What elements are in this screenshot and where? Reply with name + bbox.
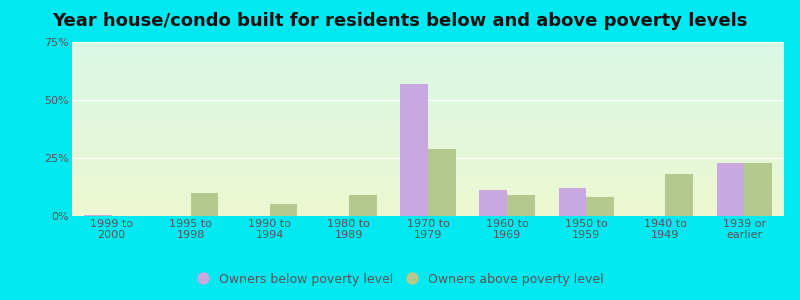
Bar [349, 195, 377, 216]
Bar [717, 163, 745, 216]
Bar [745, 163, 772, 216]
Text: Year house/condo built for residents below and above poverty levels: Year house/condo built for residents bel… [52, 12, 748, 30]
Bar [507, 195, 534, 216]
Bar [428, 149, 456, 216]
Bar [558, 188, 586, 216]
Bar [666, 174, 693, 216]
Bar [190, 193, 218, 216]
Bar [400, 84, 428, 216]
Bar [479, 190, 507, 216]
Legend: Owners below poverty level, Owners above poverty level: Owners below poverty level, Owners above… [191, 268, 609, 291]
Bar [84, 215, 111, 216]
Bar [270, 204, 298, 216]
Bar [586, 197, 614, 216]
